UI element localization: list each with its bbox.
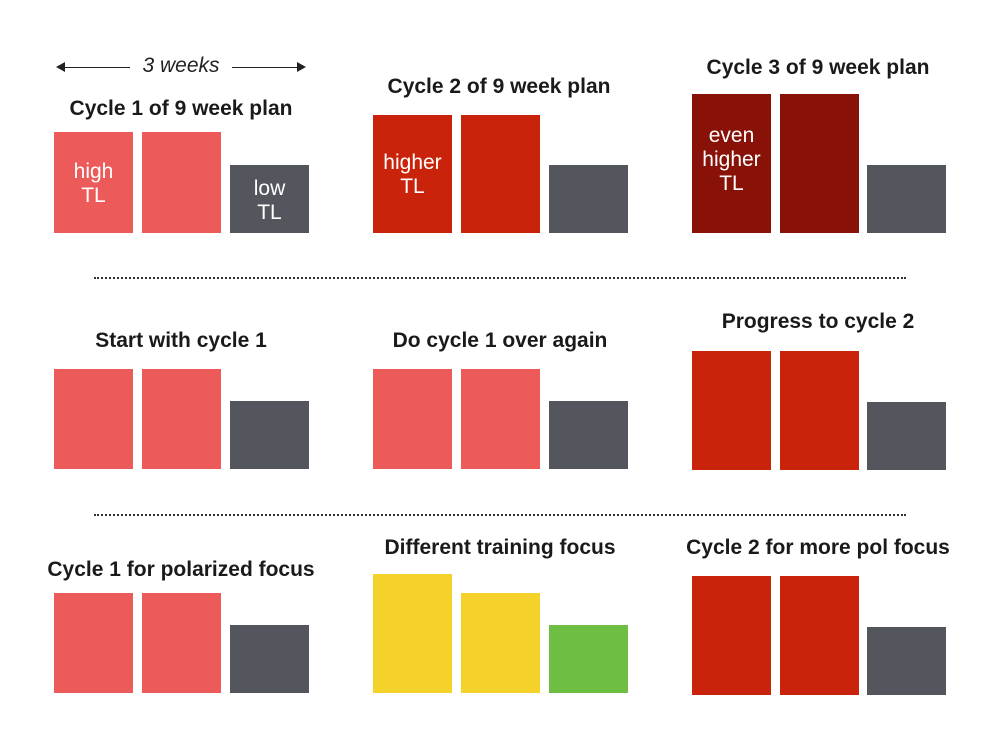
bar-rest-week (549, 625, 628, 693)
bar-label: low TL (253, 177, 286, 224)
bar-load-week-1 (54, 369, 133, 469)
row-divider (94, 277, 906, 279)
weeks-label: 3 weeks (142, 54, 220, 77)
arrow-line-right (232, 67, 302, 68)
panel-title: Different training focus (384, 536, 616, 559)
bar-rest-week (230, 401, 309, 469)
bar-load-week-1 (54, 593, 133, 693)
bar-rest-week (549, 401, 628, 469)
bar-load-week-2 (461, 593, 540, 693)
bar-rest-week (549, 165, 628, 233)
bar-load-week-2 (142, 132, 221, 233)
bar-load-week-2 (780, 94, 859, 233)
bar-label: even higher TL (702, 124, 761, 195)
panel-title: Cycle 2 for more pol focus (686, 536, 950, 559)
row-divider (94, 514, 906, 516)
bar-rest-week (230, 625, 309, 693)
panel-title: Progress to cycle 2 (721, 310, 915, 333)
panel-title: Cycle 3 of 9 week plan (706, 56, 930, 79)
bar-rest-week (867, 165, 946, 233)
bar-load-week-1 (692, 351, 771, 470)
panel-title: Cycle 2 of 9 week plan (387, 75, 611, 98)
bar-rest-week: low TL (230, 165, 309, 233)
bar-label: high TL (73, 160, 114, 207)
arrow-right-icon (297, 62, 306, 72)
arrow-line-left (60, 67, 130, 68)
panel-title: Do cycle 1 over again (392, 329, 608, 352)
bar-load-week-2 (461, 369, 540, 469)
bar-load-week-1 (692, 576, 771, 695)
bar-load-week-2 (780, 351, 859, 470)
bar-load-week-1 (373, 574, 452, 693)
panel-title: Cycle 1 of 9 week plan (69, 97, 293, 120)
bar-rest-week (867, 627, 946, 695)
bar-load-week-1 (373, 369, 452, 469)
bar-rest-week (867, 402, 946, 470)
bar-label: higher TL (383, 151, 442, 198)
bar-load-week-2 (461, 115, 540, 233)
panel-title: Cycle 1 for polarized focus (47, 558, 315, 581)
bar-load-week-2 (780, 576, 859, 695)
bar-load-week-2 (142, 593, 221, 693)
three-weeks-annotation: 3 weeks (56, 54, 306, 80)
bar-load-week-2 (142, 369, 221, 469)
bar-load-week-1: high TL (54, 132, 133, 233)
bar-load-week-1: even higher TL (692, 94, 771, 233)
panel-title: Start with cycle 1 (95, 329, 267, 352)
bar-load-week-1: higher TL (373, 115, 452, 233)
